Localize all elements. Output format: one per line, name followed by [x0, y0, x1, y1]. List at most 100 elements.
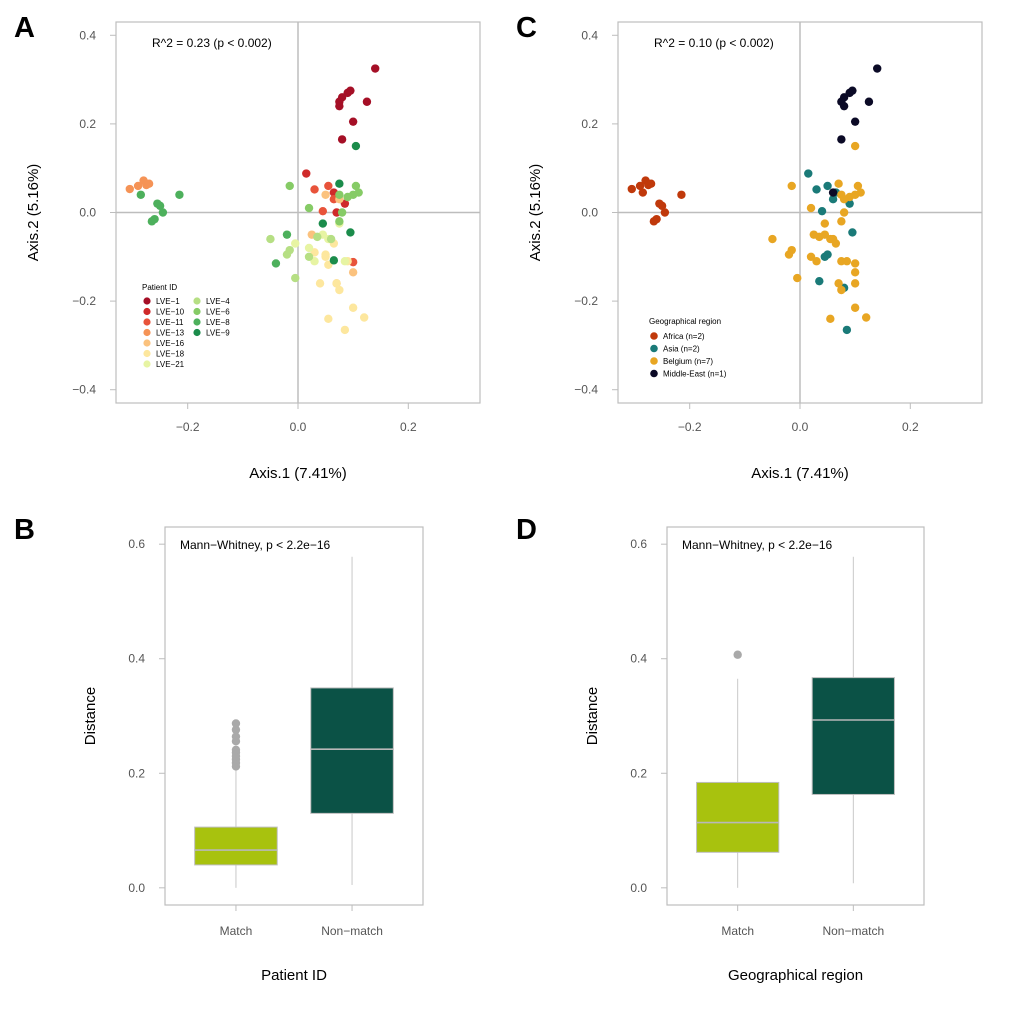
data-point — [125, 184, 134, 194]
y-tick-label: −0.4 — [72, 383, 96, 397]
legend-swatch — [143, 339, 151, 347]
box-iqr — [696, 781, 780, 853]
data-point — [324, 181, 333, 191]
y-axis-label: Axis.2 (5.16%) — [25, 164, 42, 262]
outlier-point — [231, 732, 241, 741]
outlier-point — [231, 725, 241, 734]
y-tick-label: 0.4 — [128, 652, 145, 666]
legend-label: LVE−21 — [156, 360, 185, 369]
x-tick-label: Match — [721, 924, 754, 938]
data-point — [828, 188, 838, 197]
data-point — [348, 303, 358, 312]
series-middle-east-n-1- — [828, 64, 882, 197]
box-iqr — [811, 677, 895, 795]
data-point — [812, 257, 821, 266]
y-tick-label: −0.2 — [574, 294, 598, 308]
data-point — [823, 181, 832, 191]
data-point — [337, 208, 347, 217]
data-point — [873, 64, 882, 73]
y-tick-label: 0.4 — [79, 28, 96, 42]
y-tick-label: 0.2 — [581, 117, 598, 131]
data-point — [837, 217, 846, 226]
series-lve-1 — [335, 64, 380, 144]
data-point — [282, 230, 292, 239]
r-squared-annotation: R^2 = 0.10 (p < 0.002) — [654, 36, 774, 50]
data-point — [175, 190, 184, 199]
legend-label: LVE−10 — [156, 308, 185, 317]
data-point — [839, 101, 849, 111]
x-tick-label: 0.2 — [400, 420, 417, 434]
legend-label: LVE−4 — [206, 297, 230, 306]
data-point — [332, 279, 341, 288]
series-lve-4 — [266, 232, 336, 283]
y-axis-label: Distance — [584, 687, 601, 745]
data-point — [635, 181, 645, 191]
y-tick-label: 0.2 — [128, 766, 145, 780]
y-tick-label: 0.6 — [630, 537, 647, 551]
legend-label: LVE−13 — [156, 329, 185, 338]
y-tick-label: 0.2 — [630, 766, 647, 780]
legend-label: Asia (n=2) — [663, 345, 700, 354]
data-point — [346, 86, 355, 95]
data-point — [850, 303, 860, 312]
plot-frame — [666, 526, 925, 906]
data-point — [335, 217, 344, 226]
data-point — [842, 325, 852, 335]
data-point — [850, 190, 860, 199]
data-point — [321, 190, 330, 199]
data-point — [340, 325, 350, 335]
y-tick-label: 0.4 — [630, 652, 647, 666]
legend-swatch — [193, 297, 201, 305]
data-point — [839, 208, 849, 217]
data-point — [346, 228, 355, 237]
legend-title: Patient ID — [142, 283, 177, 292]
data-point — [638, 188, 648, 197]
data-point — [861, 313, 871, 322]
legend-swatch — [143, 297, 151, 305]
data-point — [850, 141, 860, 151]
data-point — [313, 232, 322, 242]
data-point — [837, 135, 846, 144]
data-point — [329, 256, 339, 265]
legend-swatch — [193, 318, 201, 326]
legend-label: LVE−6 — [206, 308, 230, 317]
data-point — [133, 181, 143, 191]
data-point — [155, 201, 165, 211]
box-non-match — [310, 556, 394, 885]
legend-label: Africa (n=2) — [663, 332, 705, 341]
data-point — [362, 97, 372, 106]
legend-swatch — [650, 357, 658, 365]
r-squared-annotation: R^2 = 0.23 (p < 0.002) — [152, 36, 272, 50]
data-point — [285, 181, 294, 191]
legend-label: Belgium (n=7) — [663, 357, 713, 366]
legend-swatch — [143, 360, 151, 368]
legend-label: LVE−16 — [156, 339, 185, 348]
data-point — [809, 230, 818, 239]
mann-whitney-annotation: Mann−Whitney, p < 2.2e−16 — [682, 538, 833, 552]
data-point — [677, 190, 686, 199]
x-axis-label: Geographical region — [728, 967, 863, 984]
data-point — [326, 234, 336, 244]
data-point — [828, 195, 838, 204]
data-point — [768, 234, 777, 244]
outlier-point — [231, 745, 241, 754]
series-africa-n-2- — [627, 176, 686, 226]
x-tick-label: 0.0 — [290, 420, 307, 434]
data-point — [646, 179, 656, 188]
series-lve-9 — [318, 141, 361, 265]
legend-swatch — [650, 369, 658, 378]
data-point — [842, 257, 852, 266]
data-point — [837, 285, 846, 295]
data-point — [348, 190, 358, 199]
legend-label: LVE−11 — [156, 318, 184, 327]
legend-swatch — [143, 328, 151, 337]
data-point — [787, 181, 796, 191]
data-point — [649, 217, 659, 226]
data-point — [820, 252, 830, 262]
data-point — [315, 279, 325, 288]
data-point — [266, 234, 275, 244]
series-lve-6 — [285, 181, 363, 226]
data-point — [839, 195, 849, 204]
data-point — [834, 179, 843, 188]
